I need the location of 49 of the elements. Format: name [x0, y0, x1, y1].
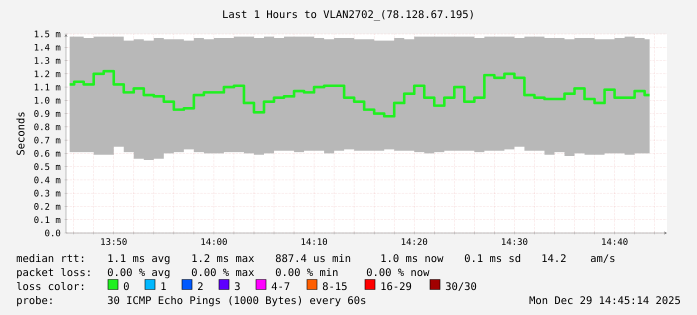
x-tick-label: 14:20 [402, 238, 428, 246]
legend-label: 4-7 [272, 282, 290, 290]
y-tick-label: 0.9 m [34, 110, 60, 117]
text: Mon Dec 29 14:45:14 2025 [530, 296, 680, 304]
legend-label: 2 [198, 282, 203, 290]
legend-label: 3 [234, 282, 240, 290]
text: 0.00 % avg [108, 268, 170, 278]
text: 1.1 ms avg [108, 254, 170, 264]
text: median rtt: [16, 254, 84, 262]
y-tick-label: 0.3 m [34, 190, 60, 197]
legend-label: 0 [124, 282, 129, 290]
x-tick-label: 14:10 [302, 238, 328, 246]
text: 30 ICMP Echo Pings (1000 Bytes) every 60s [108, 296, 366, 306]
y-tick-label: 1.4 m [34, 44, 60, 51]
y-tick-label: 0.2 m [34, 203, 60, 210]
legend-title: loss color: [17, 282, 84, 290]
y-tick-label: 1.0 m [34, 96, 60, 104]
legend-label: 1 [161, 282, 166, 290]
legend-label: 30/30 [446, 282, 476, 291]
x-tick-label: 14:40 [602, 238, 628, 246]
x-tick-label: 14:30 [502, 238, 528, 246]
text: 0.00 % max [192, 268, 254, 276]
y-tick-label: 1.2 m [34, 70, 60, 78]
y-tick-label: 0.4 m [34, 176, 60, 184]
text: 1.0 ms now [381, 254, 444, 262]
y-tick-label: 0.6 m [34, 150, 60, 157]
y-tick-label: 1.3 m [34, 57, 60, 64]
y-tick-label: 1.1 m [34, 84, 60, 90]
y-tick-label: 0.7 m [34, 136, 60, 144]
text: 0.1 ms sd [464, 254, 520, 262]
y-tick-label: 0.1 m [34, 216, 60, 224]
y-tick-label: 0.5 m [34, 163, 60, 170]
text: 1.2 ms max [192, 254, 254, 262]
text: 0.00 % now [366, 268, 430, 276]
x-tick-label: 13:50 [101, 238, 127, 246]
text: am/s [590, 254, 614, 263]
y-axis-title: Seconds [16, 112, 25, 155]
text: probe: [17, 296, 52, 306]
y-tick-label: 0.0 [45, 230, 60, 236]
legend-label: 16-29 [381, 282, 412, 290]
legend-label: 8-15 [322, 282, 347, 290]
chart-title: Last 1 Hours to VLAN2702_(78.128.67.195) [223, 10, 473, 20]
x-tick-label: 14:00 [201, 238, 227, 246]
text: 0.00 % min [276, 268, 338, 276]
y-tick-label: 1.5 m [34, 30, 60, 38]
text: packet loss: [17, 268, 90, 278]
text: 14.2 [542, 254, 566, 262]
text: 887.4 us min [276, 254, 350, 262]
y-tick-label: 0.8 m [34, 123, 60, 130]
